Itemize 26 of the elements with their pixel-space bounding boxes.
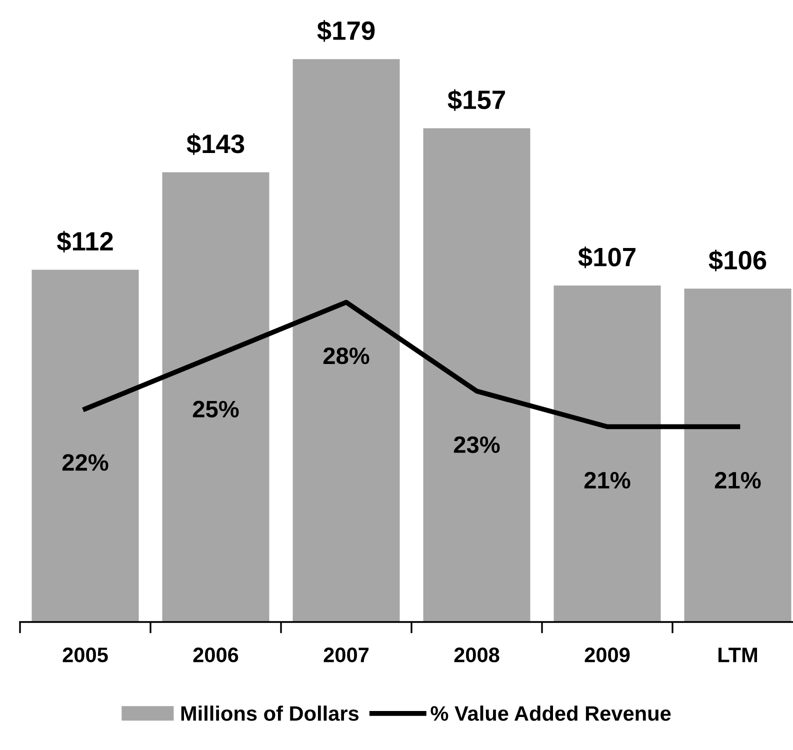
- data-label: 21%: [584, 472, 630, 489]
- data-label: $112: [56, 230, 113, 252]
- data-label: 21%: [714, 472, 761, 489]
- bar: [292, 59, 400, 622]
- legend-label: Millions of Dollars: [181, 706, 359, 721]
- x-tick-label: LTM: [718, 648, 757, 662]
- bar: [32, 270, 139, 622]
- x-tick-label: 2006: [193, 648, 238, 662]
- data-label: $179: [317, 20, 375, 42]
- data-label: 25%: [192, 400, 239, 418]
- bar: [554, 286, 661, 622]
- bar: [423, 128, 530, 622]
- x-tick-label: 2008: [454, 648, 500, 662]
- x-tick-label: 2005: [62, 648, 108, 662]
- x-tick-label: 2007: [324, 648, 369, 662]
- legend-label: % Value Added Revenue: [430, 706, 671, 721]
- data-label: $106: [708, 250, 766, 272]
- x-tick-label: 2009: [584, 648, 630, 662]
- data-label: $157: [448, 89, 505, 111]
- data-label: 23%: [454, 436, 500, 454]
- data-label: 28%: [323, 347, 370, 364]
- data-label: 22%: [62, 454, 108, 471]
- data-label: $143: [186, 133, 244, 155]
- bar: [684, 288, 792, 622]
- data-label: $107: [578, 246, 636, 268]
- bar: [162, 172, 270, 622]
